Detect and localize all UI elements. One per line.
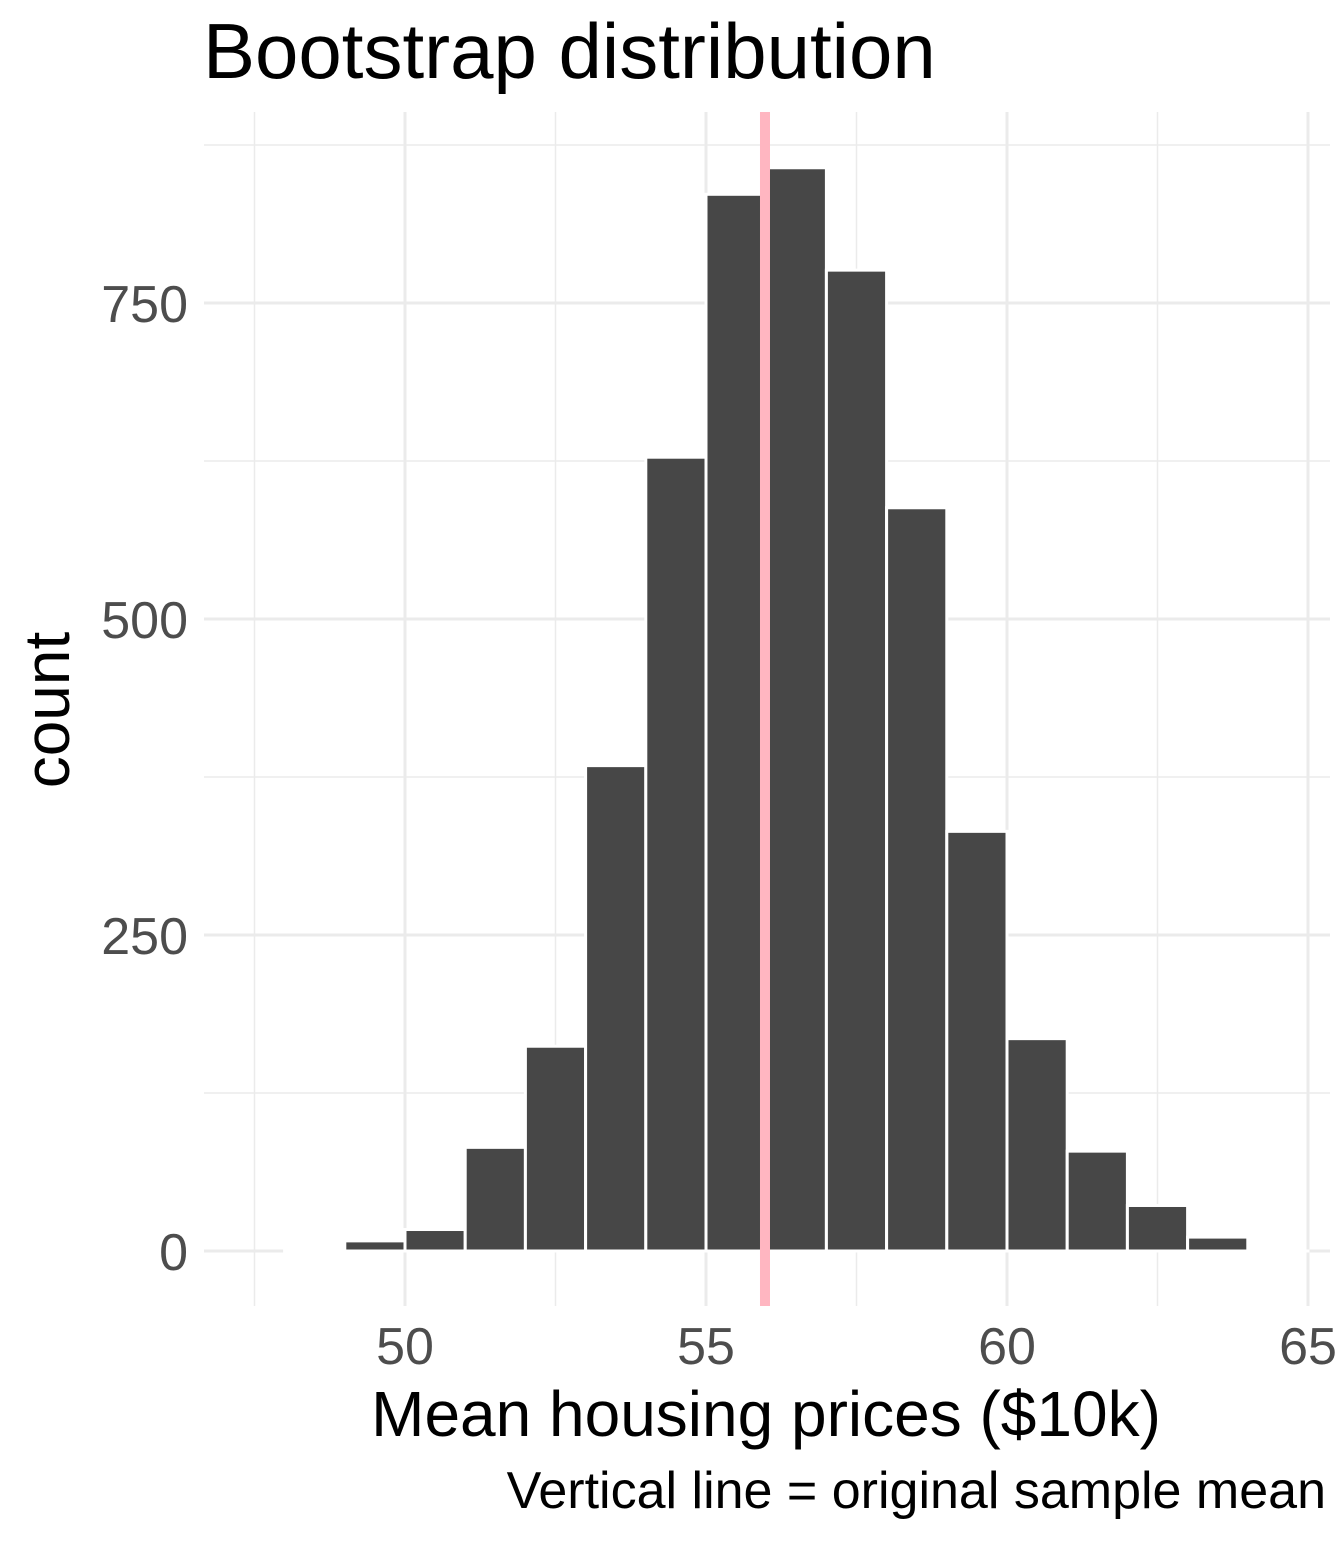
histogram-bar (706, 194, 766, 1251)
y-axis-label: count (11, 632, 83, 789)
histogram-bar (947, 831, 1007, 1251)
histogram-bar (586, 766, 646, 1251)
histogram-bar (646, 457, 706, 1251)
histogram-bar (405, 1230, 465, 1251)
chart-title: Bootstrap distribution (203, 7, 936, 95)
x-tick-labels: 50 55 60 65 (376, 1318, 1337, 1376)
y-tick-labels: 0 250 500 750 (101, 276, 188, 1282)
x-tick-label: 65 (1279, 1318, 1337, 1376)
chart-caption: Vertical line = original sample mean (507, 1462, 1326, 1520)
x-axis-label: Mean housing prices ($10k) (371, 1378, 1161, 1450)
bars (285, 168, 1308, 1251)
histogram-bar (766, 168, 826, 1251)
x-tick-label: 55 (677, 1318, 735, 1376)
histogram-bar (1067, 1151, 1127, 1251)
histogram-bar (525, 1046, 585, 1251)
histogram-bar (1127, 1205, 1187, 1251)
histogram-bar (345, 1241, 405, 1251)
y-tick-label: 250 (101, 908, 188, 966)
histogram-bar (1188, 1237, 1248, 1251)
x-tick-label: 50 (376, 1318, 434, 1376)
histogram-bar (826, 270, 886, 1251)
histogram-bar (465, 1147, 525, 1251)
histogram-bar (887, 508, 947, 1251)
y-tick-label: 0 (159, 1224, 188, 1282)
histogram-bar (1007, 1039, 1067, 1251)
y-tick-label: 750 (101, 276, 188, 334)
y-tick-label: 500 (101, 592, 188, 650)
x-tick-label: 60 (978, 1318, 1036, 1376)
